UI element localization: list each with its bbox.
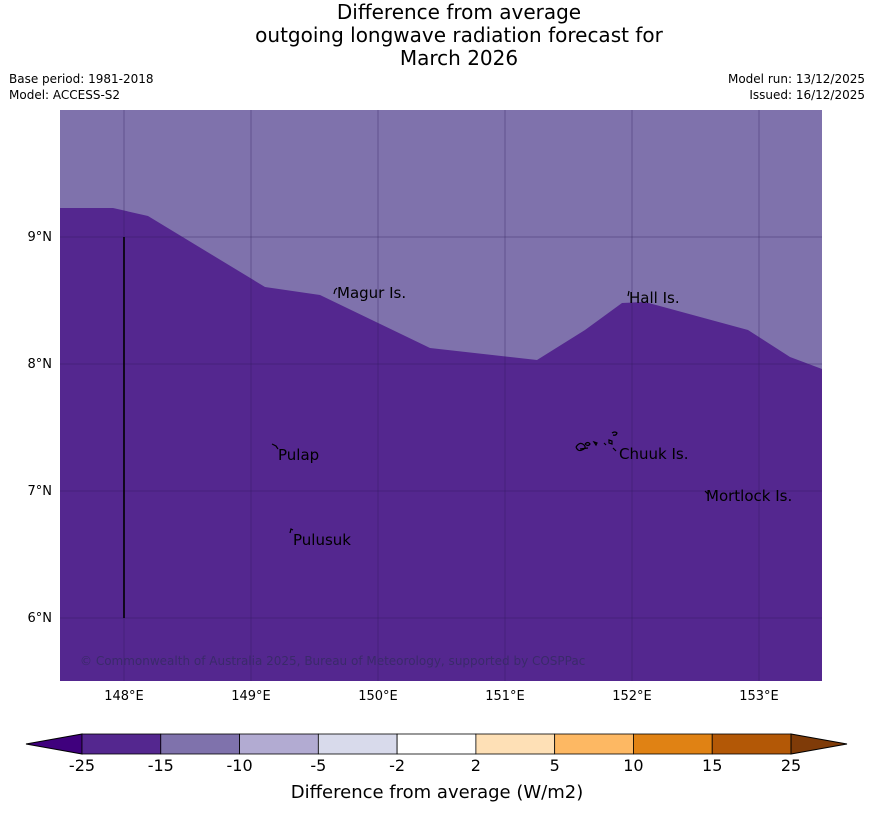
colorbar-segment — [317, 733, 398, 755]
model-run: Model run: 13/12/2025 — [727, 72, 865, 86]
place-label-hall: Hall Is. — [629, 289, 680, 307]
colorbar: -25 -15 -10 -5 -2 2 5 10 15 25 — [25, 733, 848, 775]
mortlock-island-shape — [704, 490, 709, 495]
lon-label-148e: 148°E — [104, 689, 144, 704]
colorbar-segment — [711, 733, 792, 755]
pulap-island-shape — [271, 443, 279, 450]
title-line-1: Difference from average — [336, 0, 582, 24]
colorbar-tick-label: -2 — [389, 756, 405, 775]
chuuk-island-shapes — [575, 431, 618, 452]
place-label-mortlock: Mortlock Is. — [706, 487, 792, 505]
lon-label-153e: 153°E — [739, 689, 779, 704]
base-period: Base period: 1981-2018 — [9, 72, 154, 86]
meta-left: Base period: 1981-2018 Model: ACCESS-S2 — [9, 71, 154, 103]
hall-island-shape — [627, 290, 630, 297]
lat-label-8n: 8°N — [28, 357, 53, 372]
colorbar-label: Difference from average (W/m2) — [291, 782, 583, 803]
island-shapes — [271, 287, 709, 534]
place-label-chuuk: Chuuk Is. — [619, 445, 688, 463]
region-moderate-negative — [60, 110, 822, 369]
lat-label-9n: 9°N — [28, 230, 53, 245]
colorbar-segment — [554, 733, 634, 755]
issued-date: Issued: 16/12/2025 — [749, 88, 865, 102]
colorbar-segment — [633, 733, 713, 755]
lon-label-150e: 150°E — [358, 689, 398, 704]
colorbar-tick-label: 5 — [550, 756, 560, 775]
lon-labels: 148°E 149°E 150°E 151°E 152°E 153°E — [104, 689, 779, 704]
title-line-2: outgoing longwave radiation forecast for — [255, 23, 663, 47]
colorbar-segment — [239, 733, 319, 755]
colorbar-segment — [475, 733, 556, 755]
map-panel — [60, 110, 822, 681]
copyright-text: © Commonwealth of Australia 2025, Bureau… — [80, 654, 585, 668]
colorbar-tick-label: 10 — [623, 756, 643, 775]
colorbar-tick-label: -25 — [69, 756, 95, 775]
colorbar-segment — [396, 733, 477, 755]
lon-label-149e: 149°E — [231, 689, 271, 704]
magur-island-shape — [333, 287, 338, 295]
meta-right: Model run: 13/12/2025 Issued: 16/12/2025 — [728, 71, 865, 103]
model-name: Model: ACCESS-S2 — [9, 88, 121, 102]
chart-title: Difference from average outgoing longwav… — [0, 1, 873, 70]
place-label-pulap: Pulap — [278, 446, 319, 464]
place-labels: Magur Is. Hall Is. Pulap Chuuk Is. Mortl… — [278, 284, 792, 549]
colorbar-extend-low — [25, 733, 83, 755]
pulusuk-island-shape — [289, 528, 294, 534]
colorbar-extend-high — [790, 733, 848, 755]
colorbar-tick-label: -10 — [226, 756, 252, 775]
colorbar-tick-label: -5 — [310, 756, 326, 775]
colorbar-segment — [160, 733, 240, 755]
colorbar-tick-label: -15 — [148, 756, 174, 775]
title-line-3: March 2026 — [399, 46, 519, 70]
lat-label-7n: 7°N — [28, 484, 53, 499]
lon-label-151e: 151°E — [485, 689, 525, 704]
lon-label-152e: 152°E — [612, 689, 652, 704]
colorbar-tick-label: 2 — [471, 756, 481, 775]
place-label-magur: Magur Is. — [337, 284, 406, 302]
lat-label-6n: 6°N — [28, 611, 53, 626]
colorbar-segment — [81, 733, 162, 755]
colorbar-tick-label: 15 — [702, 756, 722, 775]
place-label-pulusuk: Pulusuk — [293, 531, 351, 549]
colorbar-tick-label: 25 — [781, 756, 801, 775]
lat-labels: 9°N 8°N 7°N 6°N — [28, 230, 53, 626]
